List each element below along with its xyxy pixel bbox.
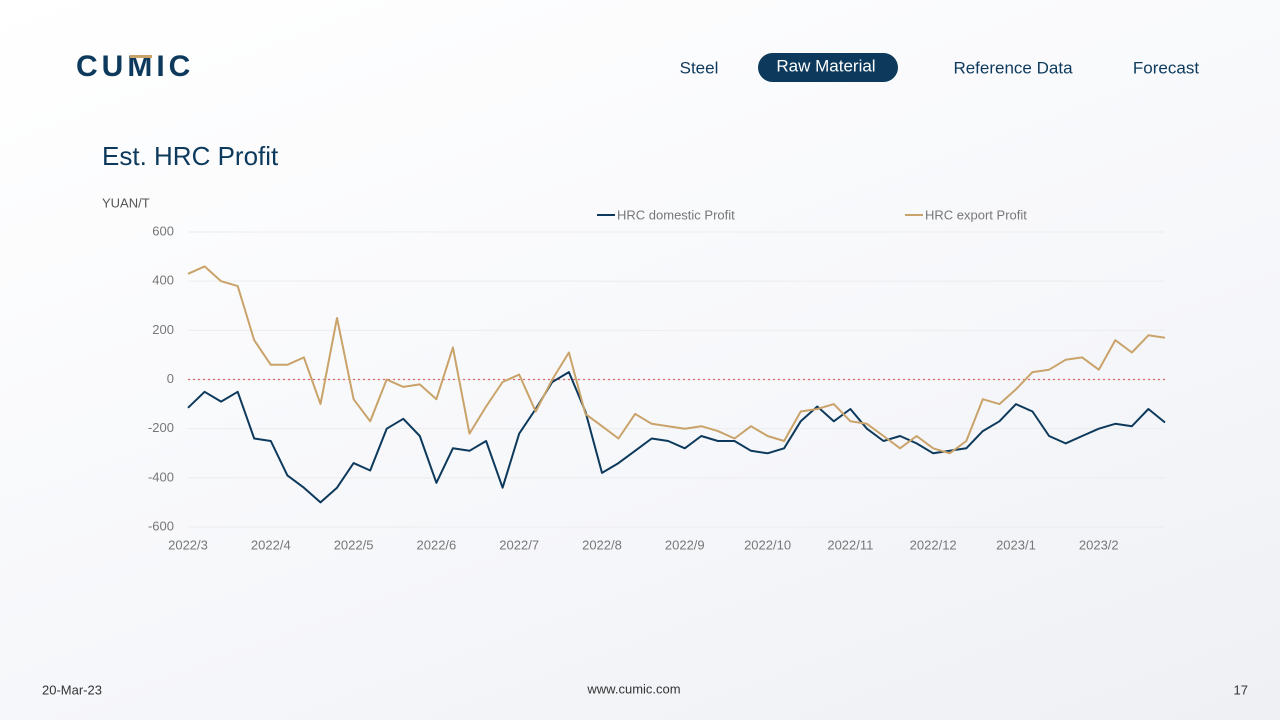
y-axis-label: YUAN/T <box>102 195 150 210</box>
x-tick-label: 2023/2 <box>1079 537 1119 552</box>
nav-item[interactable]: Steel <box>680 58 719 77</box>
logo-accent <box>130 55 152 58</box>
nav-item[interactable]: Raw Material <box>776 56 875 75</box>
x-tick-label: 2022/4 <box>251 537 291 552</box>
x-tick-label: 2023/1 <box>996 537 1036 552</box>
nav-active-pill <box>758 53 898 82</box>
nav: Steel Raw Material Reference Data Forecast <box>680 53 1199 82</box>
y-tick-label: -400 <box>148 469 174 484</box>
x-tick-label: 2022/6 <box>417 537 457 552</box>
y-tick-label: 600 <box>152 223 174 238</box>
series-line <box>187 371 1166 504</box>
page-number: 17 <box>1234 682 1248 697</box>
legend-label: HRC export Profit <box>925 207 1027 222</box>
logo: CUMIC <box>76 50 194 83</box>
x-tick-label: 2022/10 <box>744 537 791 552</box>
chart-title: Est. HRC Profit <box>102 141 279 171</box>
x-tick-label: 2022/12 <box>910 537 957 552</box>
legend-label: HRC domestic Profit <box>617 207 735 222</box>
y-tick-label: 0 <box>167 371 174 386</box>
x-tick-label: 2022/11 <box>827 537 873 552</box>
nav-item[interactable]: Reference Data <box>953 58 1073 77</box>
x-tick-label: 2022/5 <box>334 537 374 552</box>
x-tick-label: 2022/9 <box>665 537 705 552</box>
x-tick-label: 2022/7 <box>499 537 539 552</box>
y-tick-label: 200 <box>152 322 174 337</box>
y-tick-label: 400 <box>152 273 174 288</box>
nav-item[interactable]: Forecast <box>1133 58 1199 77</box>
y-tick-label: -600 <box>148 518 174 533</box>
series-line <box>187 265 1166 455</box>
plot: -600 -400 -200 0 200 400 600 2022/3 2022/4 2022/5… <box>148 207 1166 552</box>
x-tick-label: 2022/8 <box>582 537 622 552</box>
x-tick-label: 2022/3 <box>168 537 208 552</box>
y-tick-label: -200 <box>148 420 174 435</box>
footer-date: 20-Mar-23 <box>42 682 102 697</box>
footer-url: www.cumic.com <box>586 681 680 696</box>
